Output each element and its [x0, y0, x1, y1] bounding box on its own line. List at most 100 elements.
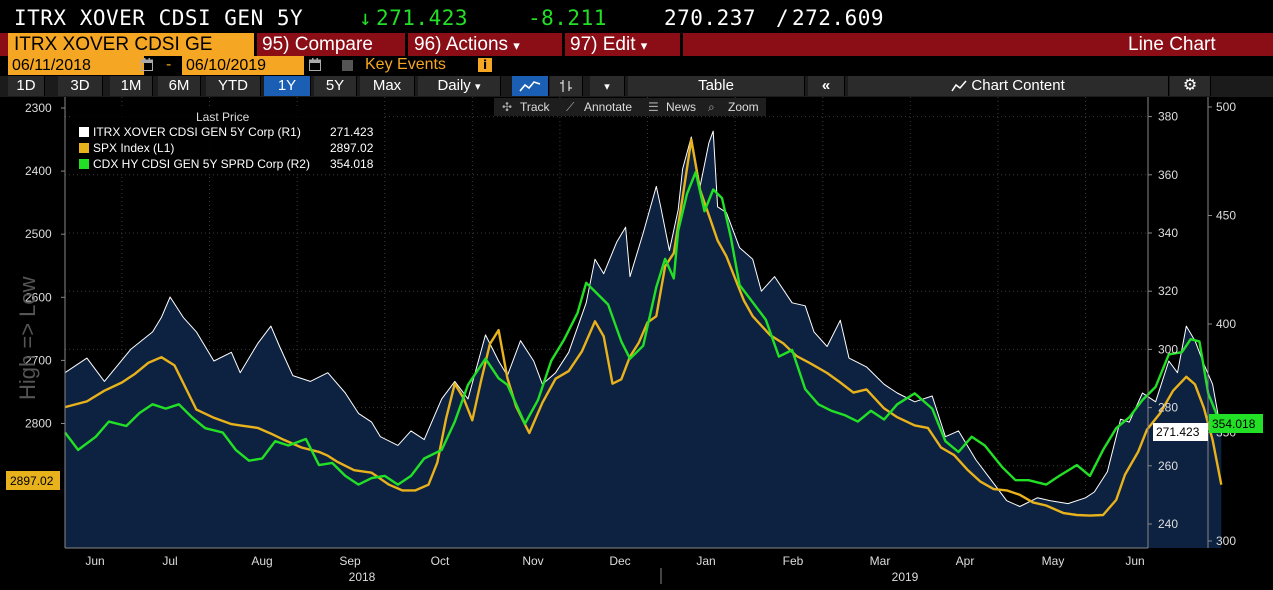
zoom-icon: ⌕ [708, 100, 715, 114]
r1-tick-label: 280 [1158, 401, 1178, 415]
chart-content-icon [951, 80, 967, 92]
menu-divider [254, 33, 257, 56]
series-line-itrx [64, 130, 1222, 507]
spx-last-tag [6, 471, 60, 490]
period-1y[interactable]: 1Y [264, 76, 311, 96]
month-label: Apr [956, 554, 975, 568]
month-label: Mar [870, 554, 891, 568]
date-dash: - [166, 56, 172, 73]
chart-content-label: Chart Content [971, 77, 1065, 94]
cdx-last-tag-text: 354.018 [1212, 417, 1256, 431]
zoom-button[interactable]: Zoom [728, 100, 759, 114]
plot-tools: ✣ Track ⟋ Annotate ☰ News ⌕ Zoom [494, 98, 766, 116]
r1-tick-label: 300 [1158, 342, 1178, 356]
end-date-field[interactable]: 06/10/2019 [182, 56, 304, 75]
period-1m[interactable]: 1M [110, 76, 153, 96]
chart-type-dropdown[interactable]: ▾ [590, 76, 625, 96]
news-icon: ☰ [648, 100, 659, 114]
down-arrow-icon: ↓ [359, 6, 373, 30]
info-icon[interactable]: i [478, 58, 492, 72]
compare-number: 95) [262, 34, 290, 55]
l1-tick-label: 2400 [25, 164, 52, 178]
month-label: Jun [85, 554, 104, 568]
left-axis-label: High => Low [15, 276, 40, 400]
bid-ask-slash: / [776, 6, 790, 30]
period-max[interactable]: Max [360, 76, 415, 96]
track-icon: ✣ [502, 100, 512, 114]
series-area-itrx [65, 131, 1222, 548]
r1-tick-label: 360 [1158, 168, 1178, 182]
r2-tick-label: 400 [1216, 317, 1236, 331]
legend-itrx: ITRX XOVER CDSI GEN 5Y Corp (R1) [93, 125, 301, 139]
series-layer [64, 130, 1223, 517]
area-layer [65, 131, 1222, 548]
spx-last-tag-text: 2897.02 [10, 474, 54, 488]
series-line-cdx [64, 170, 1223, 486]
chart-plot[interactable]: 2300 2400 2500 2600 2700 2800 240 260 280 300 320 3… [0, 97, 1273, 590]
month-label: Feb [783, 554, 804, 568]
month-label: Jan [696, 554, 715, 568]
month-label: Dec [609, 554, 630, 568]
legend-spx-value: 2897.02 [330, 141, 374, 155]
key-events-label[interactable]: Key Events [365, 56, 446, 73]
itrx-last-tag-text: 271.423 [1156, 425, 1200, 439]
l1-tick-label: 2700 [25, 353, 52, 367]
l1-tick-label: 2300 [25, 101, 52, 115]
month-label: Oct [431, 554, 450, 568]
legend-title: Last Price [196, 110, 250, 124]
end-calendar-icon[interactable] [309, 58, 321, 71]
chart-content-button[interactable]: Chart Content [848, 76, 1169, 96]
ask-price: 272.609 [792, 6, 885, 30]
period-1d[interactable]: 1D [8, 76, 45, 96]
axes: 2300 2400 2500 2600 2700 2800 240 260 280 300 320 3… [25, 97, 1236, 584]
start-calendar-icon[interactable] [141, 58, 153, 71]
frequency-dropdown[interactable]: Daily ▾ [418, 76, 501, 96]
collapse-panel-icon[interactable]: « [808, 76, 845, 96]
legend-cdx-value: 354.018 [330, 157, 374, 171]
actions-chevron-down-icon: ▾ [513, 38, 520, 53]
month-label: Aug [251, 554, 272, 568]
menu-divider [405, 33, 408, 56]
month-label: May [1042, 554, 1065, 568]
actions-button[interactable]: 96) Actions ▾ [414, 33, 559, 56]
news-button[interactable]: News [666, 100, 696, 114]
period-3d[interactable]: 3D [58, 76, 103, 96]
r2-tick-label: 300 [1216, 534, 1236, 548]
r2-tick-label: 500 [1216, 100, 1236, 114]
period-5y[interactable]: 5Y [314, 76, 357, 96]
last-price: 271.423 [376, 6, 469, 30]
r1-tick-label: 380 [1158, 110, 1178, 124]
legend-itrx-value: 271.423 [330, 125, 374, 139]
legend-swatch-itrx [79, 127, 89, 137]
edit-button[interactable]: 97) Edit ▾ [570, 33, 678, 56]
legend-swatch-cdx [79, 159, 89, 169]
chart-type-title[interactable]: Line Chart [1128, 34, 1216, 55]
last-value-tags: 2897.02 271.423 354.018 [6, 414, 1263, 490]
month-label: Jun [1125, 554, 1144, 568]
month-label: Nov [522, 554, 543, 568]
net-change: -8.211 [528, 6, 607, 30]
line-chart-mode-icon[interactable] [512, 76, 549, 96]
chart-type-chevron-down-icon: ▾ [604, 81, 610, 93]
actions-number: 96) [414, 34, 442, 55]
ticker-name: ITRX XOVER CDSI GEN 5Y [14, 6, 304, 30]
l1-tick-label: 2800 [25, 417, 52, 431]
actions-label: Actions [445, 34, 509, 55]
bar-chart-mode-icon[interactable] [550, 76, 583, 96]
itrx-last-tag [1153, 423, 1208, 441]
table-button[interactable]: Table [628, 76, 805, 96]
track-button[interactable]: Track [520, 100, 551, 114]
ticker-field[interactable]: ITRX XOVER CDSI GE [8, 33, 254, 56]
start-date-field[interactable]: 06/11/2018 [8, 56, 144, 75]
annotate-button[interactable]: Annotate [584, 100, 632, 114]
menu-divider [680, 33, 683, 56]
quote-header: ITRX XOVER CDSI GEN 5Y ↓ 271.423 -8.211 … [0, 0, 1273, 33]
r1-tick-label: 240 [1158, 517, 1178, 531]
key-events-checkbox[interactable] [342, 60, 353, 71]
l1-tick-label: 2600 [25, 290, 52, 304]
period-ytd[interactable]: YTD [206, 76, 261, 96]
settings-gear-icon[interactable]: ⚙ [1170, 76, 1211, 96]
period-6m[interactable]: 6M [158, 76, 201, 96]
compare-label: Compare [294, 34, 373, 55]
compare-button[interactable]: 95) Compare [262, 33, 400, 56]
